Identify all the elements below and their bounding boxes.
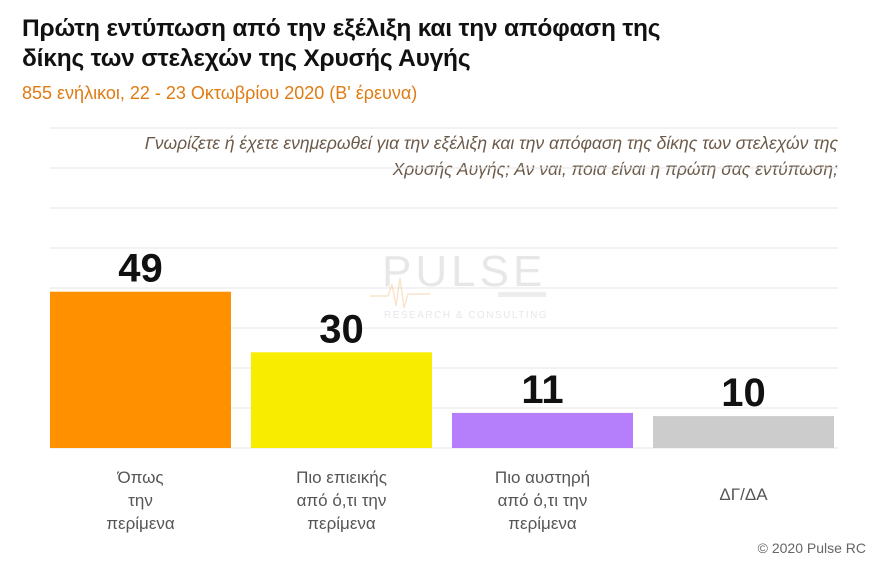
data-label: 30 — [319, 307, 364, 351]
category-label-line: ΔΓ/ΔΑ — [719, 485, 768, 504]
survey-question: Γνωρίζετε ή έχετε ενημερωθεί για την εξέ… — [144, 133, 838, 179]
category-label-line: περίμενα — [307, 514, 376, 533]
chart-subtitle: 855 ενήλικοι, 22 - 23 Οκτωβρίου 2020 (Β'… — [22, 83, 418, 103]
data-label: 49 — [118, 247, 163, 291]
data-label: 10 — [721, 371, 766, 415]
category-label-line: από ό,τι την — [497, 491, 588, 510]
category-label-line: την — [128, 491, 153, 510]
category-label: Όπως την περίμενα — [50, 466, 231, 535]
category-label: Πιο αυστηρή από ό,τι την περίμενα — [452, 466, 633, 535]
category-label-line: περίμενα — [106, 514, 175, 533]
category-label-line: Όπως — [117, 468, 164, 487]
category-label-line: Πιο αυστηρή — [494, 468, 591, 487]
category-label-line: Πιο επιεικής — [296, 468, 387, 487]
watermark-name: PULSE — [382, 248, 546, 296]
copyright-text: © 2020 Pulse RC — [757, 540, 866, 556]
pulse-logo-watermark: PULSE RESEARCH & CONSULTING — [370, 248, 548, 321]
bar — [452, 412, 633, 448]
chart-title: Πρώτη εντύπωση από την εξέλιξη και την α… — [22, 15, 661, 72]
data-label: 11 — [521, 368, 563, 412]
bar — [251, 352, 432, 448]
category-label-line: από ό,τι την — [296, 491, 387, 510]
bar — [653, 416, 834, 448]
category-label: Πιο επιεικής από ό,τι την περίμενα — [251, 466, 432, 535]
watermark-tagline: RESEARCH & CONSULTING — [384, 310, 548, 321]
category-label: ΔΓ/ΔΑ — [653, 483, 834, 506]
category-label-line: περίμενα — [508, 514, 577, 533]
bar — [50, 291, 231, 448]
